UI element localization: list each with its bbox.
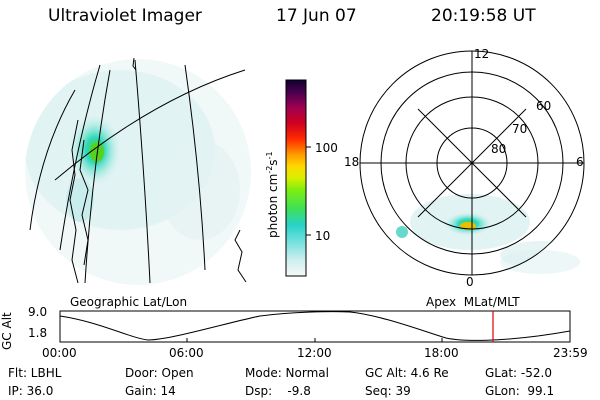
status-gc-alt: GC Alt: 4.6 Re [365,366,449,380]
status-mode: Mode: Normal [245,366,329,380]
mlt-label-6: 6 [576,155,584,169]
altitude-xticks [186,338,443,342]
altitude-ytick-top: 9.0 [28,305,48,319]
status-gain: Gain: 14 [125,384,176,398]
instrument-title: Ultraviolet Imager [48,6,202,26]
xtick-0000: 00:00 [42,346,77,360]
xtick-1800: 18:00 [424,346,459,360]
mlt-label-18: 18 [344,155,360,169]
altitude-ytick-bottom: 1.8 [28,326,48,340]
observation-date: 17 Jun 07 [276,6,357,26]
colorbar-unit-label: photon cm-2s-1 [265,151,280,238]
observation-time: 20:19:58 UT [431,6,536,26]
altitude-curve [59,311,571,341]
xtick-1200: 12:00 [297,346,332,360]
status-glon: GLon: 99.1 [485,384,555,398]
polar-grid [359,50,585,276]
altitude-ylabel: GC Alt [0,312,14,350]
mlat-label-80: 80 [491,142,507,156]
xtick-0600: 06:00 [169,346,204,360]
mlat-label-60: 60 [536,99,552,113]
status-door: Door: Open [125,366,194,380]
status-seq: Seq: 39 [365,384,411,398]
xtick-2359: 23:59 [553,346,588,360]
status-glat: GLat: -52.0 [485,366,552,380]
geographic-grid [29,59,246,284]
status-dsp: Dsp: -9.8 [245,384,311,398]
status-filter: Flt: LBHL [8,366,62,380]
colorbar [285,79,307,277]
status-ip: IP: 36.0 [8,384,54,398]
polar-panel-caption: Apex MLat/MLT [426,295,520,309]
mlt-label-12: 12 [474,47,490,61]
mlt-label-0: 0 [466,275,474,289]
colorbar-tick-label-100: 100 [315,141,338,155]
colorbar-tick-label-10: 10 [315,229,331,243]
mlat-label-70: 70 [512,122,528,136]
geo-panel-caption: Geographic Lat/Lon [70,295,188,309]
coastline [69,57,247,284]
